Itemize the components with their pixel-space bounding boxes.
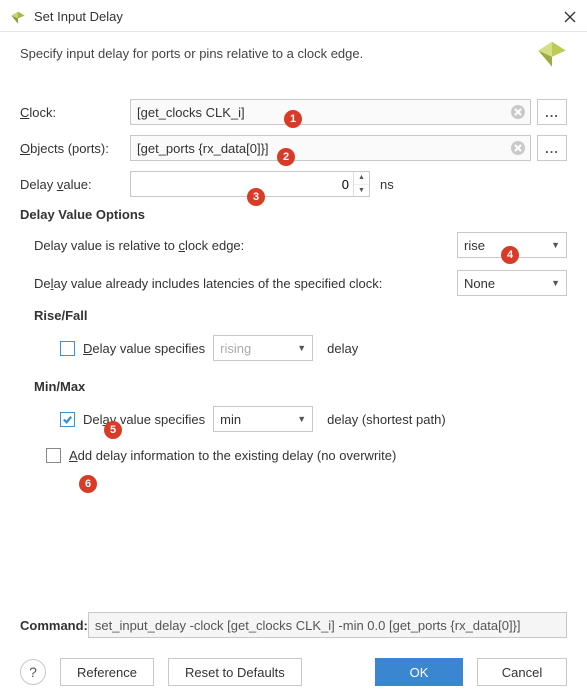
delay-spin-wrap: ▲ ▼ ns — [130, 171, 394, 197]
clock-row: Clock: ... — [20, 99, 567, 125]
chevron-down-icon: ▼ — [297, 414, 306, 424]
delay-label: Delay value: — [20, 177, 130, 192]
clock-field-wrap — [130, 99, 531, 125]
cancel-button[interactable]: Cancel — [477, 658, 567, 686]
latency-value: None — [464, 276, 543, 291]
chevron-down-icon: ▼ — [297, 343, 306, 353]
command-output[interactable] — [88, 612, 567, 638]
chevron-down-icon: ▼ — [551, 278, 560, 288]
delay-spin-down-icon[interactable]: ▼ — [354, 185, 369, 197]
button-bar: ? Reference Reset to Defaults OK Cancel — [0, 658, 587, 686]
delay-row: Delay value: ▲ ▼ ns — [20, 171, 567, 197]
rise-fall-after-label: delay — [327, 341, 358, 356]
clock-input[interactable] — [130, 99, 531, 125]
delay-spin-arrows[interactable]: ▲ ▼ — [353, 172, 369, 196]
min-max-row: Delay value specifies min ▼ delay (short… — [60, 406, 567, 432]
clock-more-button[interactable]: ... — [537, 99, 567, 125]
app-logo-icon — [10, 9, 26, 25]
annotation-bubble: 6 — [79, 475, 97, 493]
chevron-down-icon: ▼ — [551, 240, 560, 250]
delay-spinbox[interactable]: ▲ ▼ — [130, 171, 370, 197]
min-max-cb-label: Delay value specifies — [83, 412, 205, 427]
titlebar-left: Set Input Delay — [10, 9, 123, 25]
clock-label: Clock: — [20, 105, 130, 120]
reset-button[interactable]: Reset to Defaults — [168, 658, 302, 686]
rise-fall-section-title: Rise/Fall — [34, 308, 567, 323]
content: Specify input delay for ports or pins re… — [0, 32, 587, 463]
brand-logo-icon — [537, 38, 567, 68]
rise-fall-select[interactable]: rising ▼ — [213, 335, 313, 361]
ok-button[interactable]: OK — [375, 658, 463, 686]
relative-edge-value: rise — [464, 238, 543, 253]
min-max-after-label: delay (shortest path) — [327, 412, 446, 427]
rise-fall-row: Delay value specifies rising ▼ delay — [60, 335, 567, 361]
objects-label: Objects (ports): — [20, 141, 130, 156]
objects-input[interactable] — [130, 135, 531, 161]
objects-more-button[interactable]: ... — [537, 135, 567, 161]
titlebar: Set Input Delay — [0, 0, 587, 32]
rise-fall-cb-label: Delay value specifies — [83, 341, 205, 356]
relative-edge-row: Delay value is relative to clock edge: r… — [34, 232, 567, 258]
window-title: Set Input Delay — [34, 9, 123, 24]
relative-edge-select[interactable]: rise ▼ — [457, 232, 567, 258]
add-delay-checkbox[interactable] — [46, 448, 61, 463]
rise-fall-select-value: rising — [220, 341, 289, 356]
clear-objects-icon[interactable] — [510, 140, 526, 156]
delay-input[interactable] — [131, 172, 353, 196]
min-max-select[interactable]: min ▼ — [213, 406, 313, 432]
relative-edge-label: Delay value is relative to clock edge: — [34, 238, 244, 253]
command-row: Command: — [0, 612, 587, 638]
delay-unit: ns — [380, 177, 394, 192]
add-delay-label: Add delay information to the existing de… — [69, 448, 396, 463]
delay-spin-up-icon[interactable]: ▲ — [354, 172, 369, 185]
add-delay-row: Add delay information to the existing de… — [46, 448, 567, 463]
rise-fall-checkbox[interactable] — [60, 341, 75, 356]
objects-row: Objects (ports): ... — [20, 135, 567, 161]
latency-label: Delay value already includes latencies o… — [34, 276, 382, 291]
latency-select[interactable]: None ▼ — [457, 270, 567, 296]
latency-row: Delay value already includes latencies o… — [34, 270, 567, 296]
min-max-section-title: Min/Max — [34, 379, 567, 394]
min-max-checkbox[interactable] — [60, 412, 75, 427]
objects-field-wrap — [130, 135, 531, 161]
options-section-title: Delay Value Options — [20, 207, 567, 222]
min-max-select-value: min — [220, 412, 289, 427]
description-text: Specify input delay for ports or pins re… — [20, 46, 567, 61]
command-label: Command: — [20, 618, 88, 633]
close-button[interactable] — [563, 10, 577, 24]
help-button[interactable]: ? — [20, 659, 46, 685]
clear-clock-icon[interactable] — [510, 104, 526, 120]
reference-button[interactable]: Reference — [60, 658, 154, 686]
